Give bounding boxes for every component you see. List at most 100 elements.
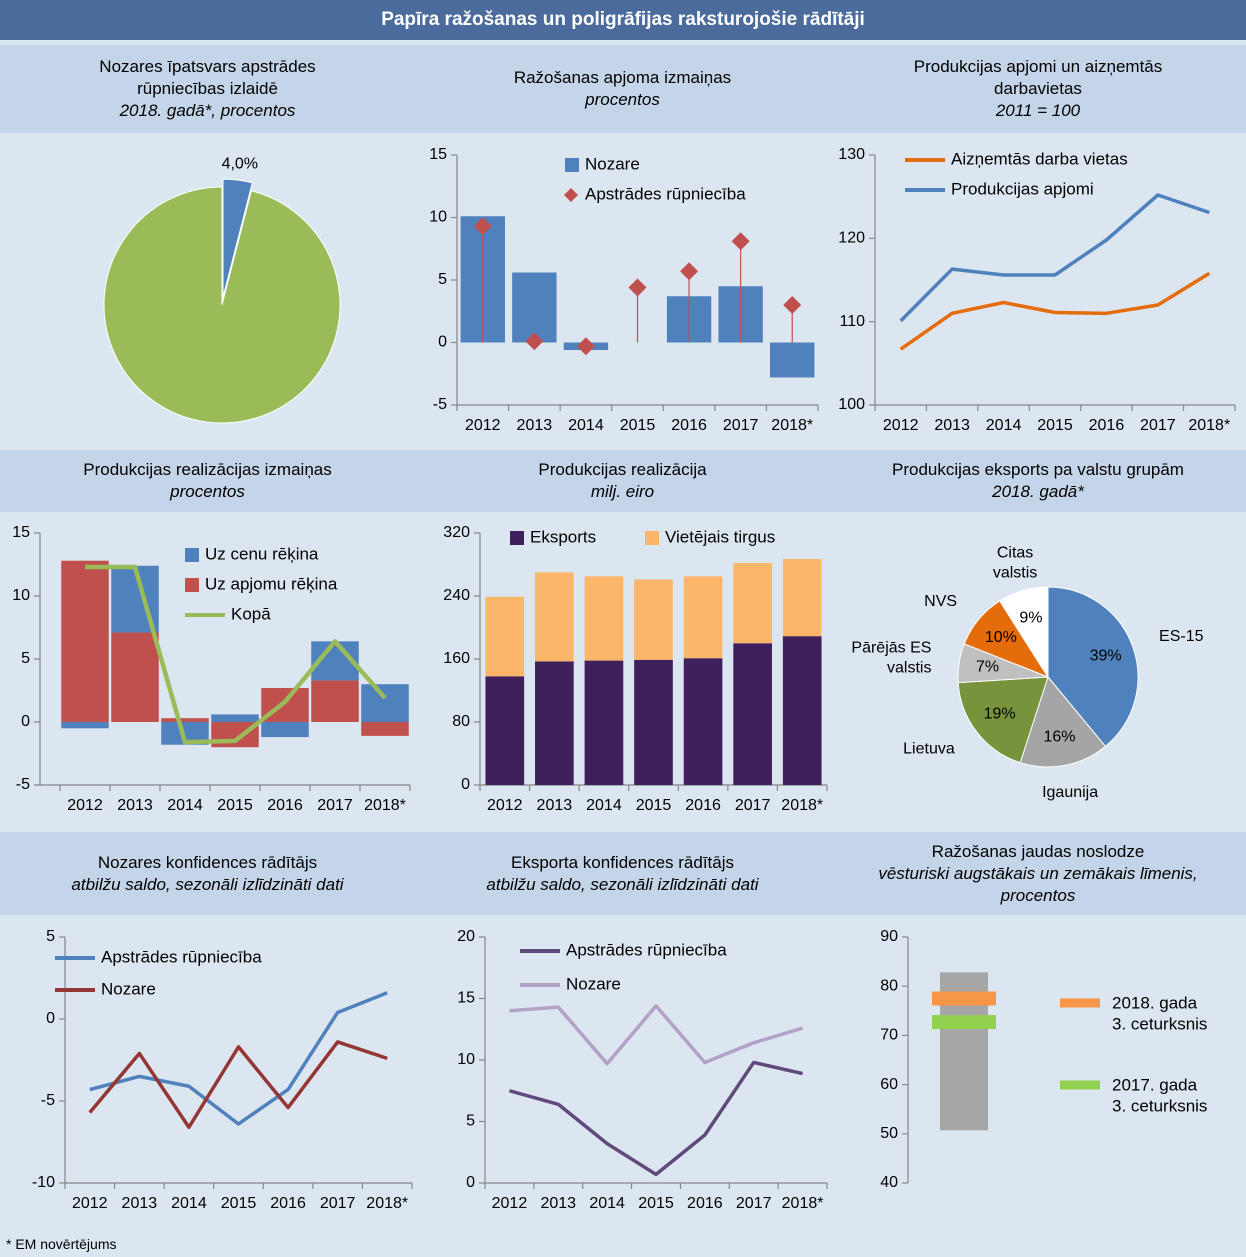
bar [634, 659, 673, 785]
chart: 0 5 10 15 20 2012 2013 2014 2015 2016 2017 2018* Aps… [457, 928, 828, 1212]
pie-slice [999, 586, 1049, 679]
panel-title: Nozares īpatsvars apstrādes rūpniecības … [99, 57, 316, 98]
pie-slice [103, 186, 341, 424]
bar [261, 722, 309, 738]
y-tick-label: 90 [880, 928, 898, 945]
x-tick-label: 2012 [487, 797, 523, 814]
diamond-marker [473, 217, 492, 236]
panel-header: Produkcijas realizācijas izmaiņas procent… [0, 450, 415, 512]
value-label: 19% [984, 706, 1016, 723]
x-tick-label: 2016 [270, 1195, 306, 1212]
panel-subtitle: atbilžu saldo, sezonāli izlīdzināti dati [71, 874, 344, 894]
x-tick-label: 2014 [586, 797, 622, 814]
y-tick-label: 0 [466, 1174, 475, 1191]
bar [61, 722, 109, 729]
x-tick-label: 2017 [723, 417, 759, 434]
value-label: 4,0% [222, 155, 258, 172]
x-tick-label: 2017 [736, 1195, 772, 1212]
panel-header: Ražošanas apjoma izmaiņas procentos [415, 45, 830, 133]
panel-title: Nozares konfidences rādītājs [97, 852, 318, 872]
chart: -5 0 5 10 15 2012 2013 2014 2015 2016 2017 2018* Uz … [12, 524, 411, 814]
header-text: Nozares konfidences rādītājs atbilžu sald… [71, 852, 343, 896]
chart: 0 80 160 240 320 2012 2013 2014 2015 2016 2017 2018… [443, 524, 828, 814]
bar [782, 558, 822, 637]
bar [111, 632, 159, 722]
x-tick-label: 2014 [568, 417, 604, 434]
panel-subtitle: procentos [170, 482, 245, 501]
level-marker [932, 991, 996, 1006]
y-tick-label: 15 [457, 990, 475, 1007]
x-tick-label: 2018* [782, 1195, 824, 1212]
bar [361, 684, 409, 722]
panel-header: Eksporta konfidences rādītājs atbilžu sal… [415, 832, 830, 915]
x-tick-label: 2014 [589, 1195, 625, 1212]
diamond-marker [680, 262, 699, 281]
panel-subtitle: 2018. gadā*, procentos [119, 101, 296, 120]
x-tick-label: 2016 [671, 417, 707, 434]
legend-label: Apstrādes rūpniecība [101, 947, 262, 966]
panel-subtitle: procentos [585, 90, 660, 109]
x-tick-label: 2015 [221, 1195, 257, 1212]
line [899, 271, 1211, 351]
x-tick-label: 2013 [122, 1195, 158, 1212]
line [85, 564, 387, 745]
x-tick-label: 2017 [317, 797, 353, 814]
bar [683, 576, 723, 659]
panel-title: Ražošanas jaudas noslodze [931, 841, 1145, 861]
y-tick-label: 110 [839, 313, 865, 330]
y-tick-label: 15 [429, 146, 447, 163]
bar [584, 660, 624, 785]
legend-label: Nozare [566, 974, 621, 993]
bar [211, 714, 259, 722]
bar [485, 596, 525, 677]
x-tick-label: 2016 [267, 797, 303, 814]
panel-title: Produkcijas eksports pa valstu grupām [892, 460, 1184, 479]
bar [634, 579, 673, 660]
panel-header: Produkcijas eksports pa valstu grupām 201… [830, 450, 1246, 512]
y-tick-label: 10 [457, 1051, 475, 1068]
x-tick-label: 2016 [687, 1195, 723, 1212]
x-tick-label: 2014 [986, 417, 1022, 434]
bar [61, 560, 109, 722]
value-label: 9% [1019, 609, 1042, 626]
diamond-marker [628, 278, 647, 297]
y-tick-label: 5 [438, 271, 447, 288]
diamond-marker [525, 332, 544, 351]
x-tick-label: 2013 [517, 417, 553, 434]
legend-label: Aizņemtās darba vietas [951, 149, 1128, 168]
x-tick-label: 2018* [1188, 417, 1230, 434]
x-tick-label: 2017 [735, 797, 771, 814]
x-tick-label: 2015 [638, 1195, 674, 1212]
line [899, 193, 1210, 323]
y-tick-label: 80 [452, 713, 470, 730]
x-tick-label: 2018* [781, 797, 823, 814]
header-text: Produkcijas apjomi un aizņemtās darbavie… [873, 56, 1203, 122]
legend-label: Nozare [101, 979, 156, 998]
y-tick-label: 50 [880, 1125, 898, 1142]
y-tick-label: 100 [838, 396, 865, 413]
header-text: Ražošanas jaudas noslodze vēsturiski augs… [853, 841, 1223, 907]
x-tick-label: 2016 [685, 797, 721, 814]
panel-subtitle: vēsturiski augstākais un zemākais līmeni… [878, 863, 1198, 905]
panel-title: Produkcijas apjomi un aizņemtās darbavie… [913, 57, 1163, 98]
x-tick-label: 2018* [366, 1195, 408, 1212]
x-tick-label: 2014 [167, 797, 203, 814]
category-label: Citas valstis [993, 545, 1037, 582]
x-tick-label: 2016 [1089, 417, 1125, 434]
diamond-marker [731, 232, 750, 251]
value-label: 10% [985, 629, 1017, 646]
line [508, 1060, 803, 1177]
y-tick-label: 130 [838, 146, 865, 163]
value-label: 7% [976, 659, 999, 676]
panel-header: Produkcijas realizācija milj. eiro [415, 450, 830, 512]
chart: -5 0 5 10 15 2012 2013 2014 2015 2016 2017 2018* Noz… [429, 146, 819, 434]
panel-title: Eksporta konfidences rādītājs [510, 852, 734, 872]
x-tick-label: 2018* [364, 797, 406, 814]
legend-symbol [565, 158, 579, 172]
panel-subtitle: milj. eiro [590, 482, 655, 501]
level-marker [932, 1015, 996, 1030]
y-tick-label: 60 [880, 1076, 898, 1093]
x-tick-label: 2012 [883, 417, 919, 434]
chart: -10 -5 0 5 2012 2013 2014 2015 2016 2017 2018* Apst… [32, 928, 413, 1212]
